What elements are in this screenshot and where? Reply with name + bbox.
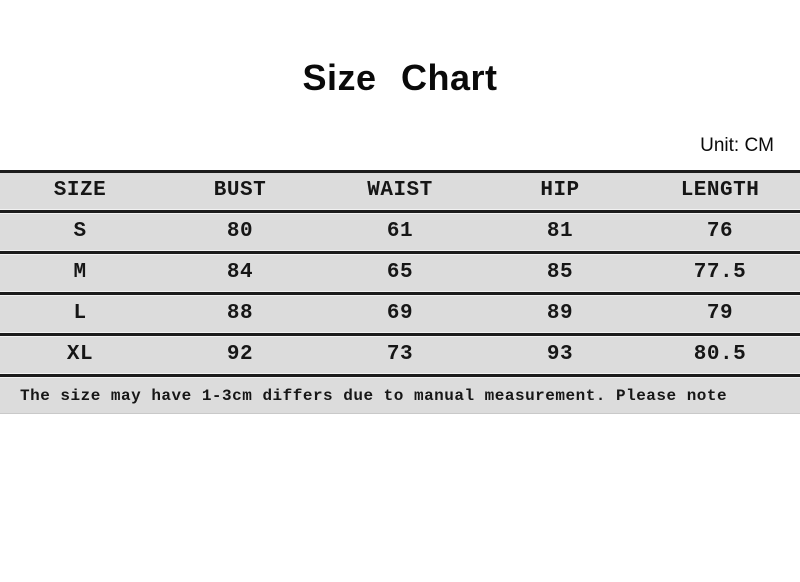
header-cell-bust: BUST xyxy=(213,179,267,202)
cell-waist: 61 xyxy=(386,220,414,243)
row-divider xyxy=(0,250,800,255)
cell-hip: 93 xyxy=(546,343,574,366)
table-row-xl: XL 92 73 93 80.5 xyxy=(0,337,800,373)
cell-length: 80.5 xyxy=(693,343,747,366)
table-top-rule xyxy=(0,170,800,173)
cell-waist: 69 xyxy=(386,302,414,325)
header-cell-hip: HIP xyxy=(540,179,580,202)
cell-size: S xyxy=(73,220,87,243)
table-row-s: S 80 61 81 76 xyxy=(0,214,800,250)
cell-waist: 65 xyxy=(386,261,414,284)
header-cell-length: LENGTH xyxy=(680,179,760,202)
cell-size: M xyxy=(73,261,87,284)
cell-size: L xyxy=(73,302,87,325)
row-divider xyxy=(0,332,800,337)
cell-length: 76 xyxy=(706,220,734,243)
measurement-note: The size may have 1-3cm differs due to m… xyxy=(0,378,800,414)
table-row-l: L 88 69 89 79 xyxy=(0,296,800,332)
table-header-row: SIZE BUST WAIST HIP LENGTH xyxy=(0,173,800,209)
cell-hip: 81 xyxy=(546,220,574,243)
row-divider xyxy=(0,291,800,296)
cell-bust: 88 xyxy=(226,302,254,325)
size-table: SIZE BUST WAIST HIP LENGTH S 80 61 81 76… xyxy=(0,170,800,414)
header-cell-waist: WAIST xyxy=(367,179,433,202)
page-title: Size Chart xyxy=(302,57,498,98)
cell-hip: 89 xyxy=(546,302,574,325)
cell-length: 79 xyxy=(706,302,734,325)
row-divider xyxy=(0,209,800,214)
cell-size: XL xyxy=(66,343,94,366)
cell-waist: 73 xyxy=(386,343,414,366)
cell-bust: 84 xyxy=(226,261,254,284)
cell-bust: 92 xyxy=(226,343,254,366)
row-divider xyxy=(0,373,800,378)
table-row-m: M 84 65 85 77.5 xyxy=(0,255,800,291)
unit-label: Unit: CM xyxy=(700,135,774,156)
header-cell-size: SIZE xyxy=(53,179,107,202)
cell-bust: 80 xyxy=(226,220,254,243)
cell-hip: 85 xyxy=(546,261,574,284)
cell-length: 77.5 xyxy=(693,261,747,284)
